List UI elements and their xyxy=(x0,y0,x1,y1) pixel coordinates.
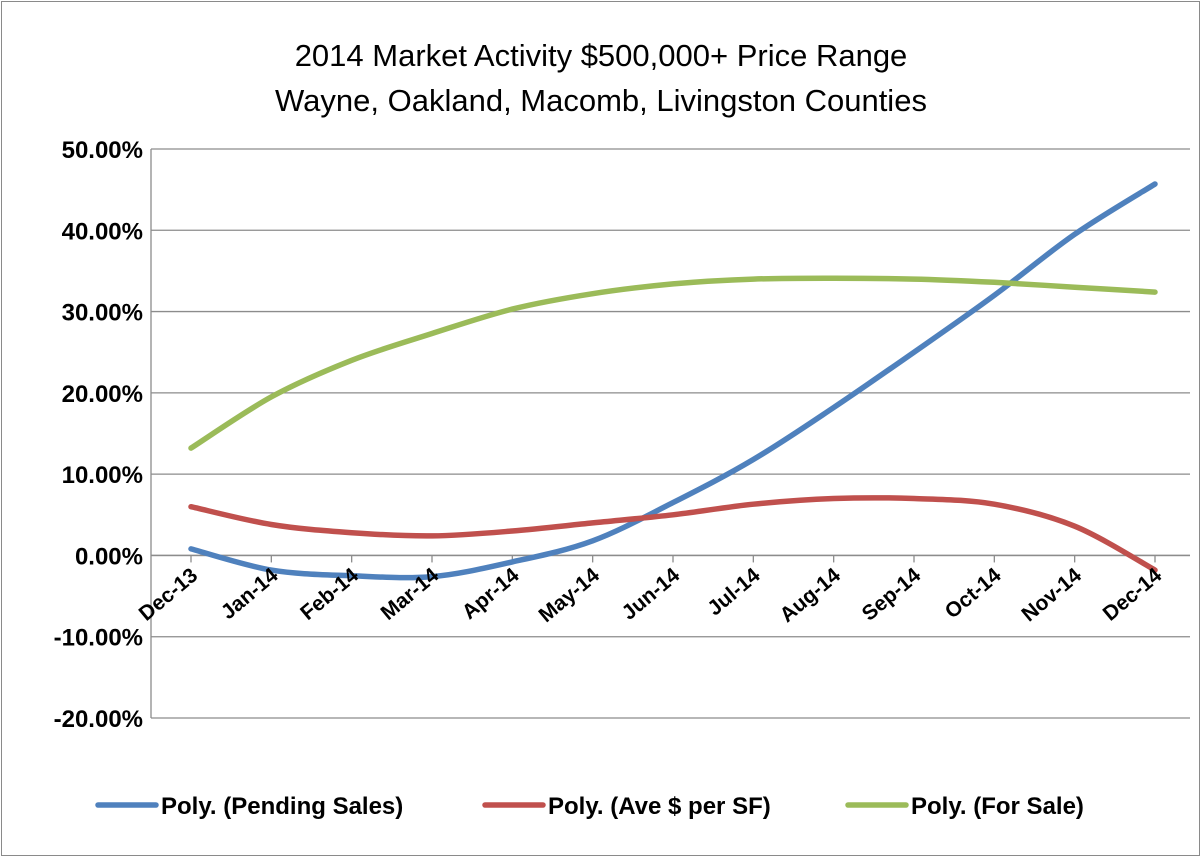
y-axis-tick-labels: 50.00% 40.00% 30.00% 20.00% 10.00% 0.00% -10.0… xyxy=(54,137,143,733)
x-tick-label: Dec-13 xyxy=(135,564,203,626)
series-lines xyxy=(188,181,1158,581)
y-tick-label: 50.00% xyxy=(62,137,143,164)
x-tick-label: Mar-14 xyxy=(377,563,444,624)
x-tick-label: Aug-14 xyxy=(776,563,846,627)
x-tick-label: Jul-14 xyxy=(703,563,765,620)
y-tick-label: 20.00% xyxy=(62,381,143,408)
series-line-poly-ave-per-sf xyxy=(188,495,1158,573)
y-tick-label: 10.00% xyxy=(62,462,143,489)
x-tick-label: Jan-14 xyxy=(217,563,283,624)
series-line-poly-for-sale xyxy=(188,275,1158,451)
y-tick-label: 30.00% xyxy=(62,300,143,327)
legend: Poly. (Pending Sales) Poly. (Ave $ per SF… xyxy=(95,793,1084,820)
series-line-poly-pending-sales xyxy=(188,181,1158,581)
x-tick-label: Sep-14 xyxy=(858,563,926,625)
x-tick-label: Dec-14 xyxy=(1099,563,1167,625)
gridlines xyxy=(151,148,1190,719)
y-tick-label: -20.00% xyxy=(54,706,143,733)
x-tick-label: Oct-14 xyxy=(941,563,1006,623)
legend-label-poly-ave-per-sf: Poly. (Ave $ per SF) xyxy=(548,793,771,820)
x-tick-label: May-14 xyxy=(535,563,605,627)
legend-label-poly-pending-sales: Poly. (Pending Sales) xyxy=(161,793,403,820)
x-tick-label: Jun-14 xyxy=(618,563,685,624)
legend-label-poly-for-sale: Poly. (For Sale) xyxy=(911,793,1084,820)
chart-title-line-2: Wayne, Oakland, Macomb, Livingston Count… xyxy=(275,83,927,118)
y-tick-label: -10.00% xyxy=(54,625,143,652)
axes xyxy=(150,149,1190,718)
x-tick-label: Nov-14 xyxy=(1017,563,1086,626)
chart-title-line-1: 2014 Market Activity $500,000+ Price Ran… xyxy=(295,38,908,73)
y-tick-label: 40.00% xyxy=(62,218,143,245)
y-tick-label: 0.00% xyxy=(75,543,143,570)
